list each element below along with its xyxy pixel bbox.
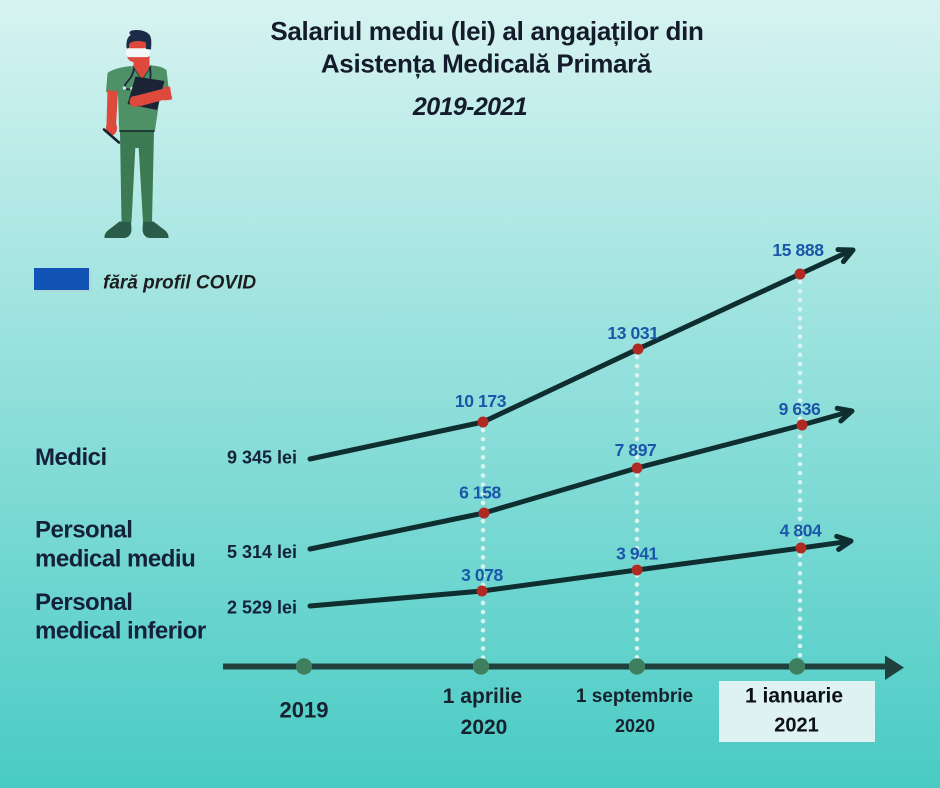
svg-text:6 158: 6 158	[459, 483, 501, 503]
svg-text:13 031: 13 031	[607, 323, 659, 343]
svg-text:15 888: 15 888	[772, 240, 824, 260]
svg-text:7 897: 7 897	[615, 440, 657, 460]
svg-text:Asistența Medicală Primară: Asistența Medicală Primară	[321, 49, 652, 79]
svg-text:9 636: 9 636	[779, 399, 821, 419]
svg-text:3 078: 3 078	[461, 565, 503, 585]
svg-text:1 ianuarie: 1 ianuarie	[745, 685, 843, 708]
svg-text:2 529 lei: 2 529 lei	[227, 598, 297, 618]
svg-text:medical inferior: medical inferior	[35, 618, 206, 645]
svg-text:Salariul mediu (lei) al angaja: Salariul mediu (lei) al angajaților din	[270, 16, 703, 46]
svg-text:2019: 2019	[280, 698, 329, 723]
svg-text:2019-2021: 2019-2021	[412, 93, 527, 121]
svg-text:medical mediu: medical mediu	[35, 546, 195, 573]
svg-text:Medici: Medici	[35, 444, 107, 471]
svg-text:4 804: 4 804	[780, 521, 822, 541]
svg-text:2021: 2021	[774, 715, 819, 737]
svg-text:2020: 2020	[461, 716, 508, 739]
svg-text:5 314 lei: 5 314 lei	[227, 542, 297, 562]
svg-text:10 173: 10 173	[455, 391, 507, 411]
svg-text:1 septembrie: 1 septembrie	[576, 686, 693, 707]
svg-text:3 941: 3 941	[616, 544, 658, 564]
svg-text:fără profil COVID: fără profil COVID	[103, 273, 256, 294]
svg-text:2020: 2020	[615, 716, 655, 736]
svg-text:Personal: Personal	[35, 589, 132, 616]
svg-text:9 345 lei: 9 345 lei	[227, 448, 297, 468]
svg-text:1 aprilie: 1 aprilie	[443, 685, 522, 708]
svg-text:Personal: Personal	[35, 517, 132, 544]
